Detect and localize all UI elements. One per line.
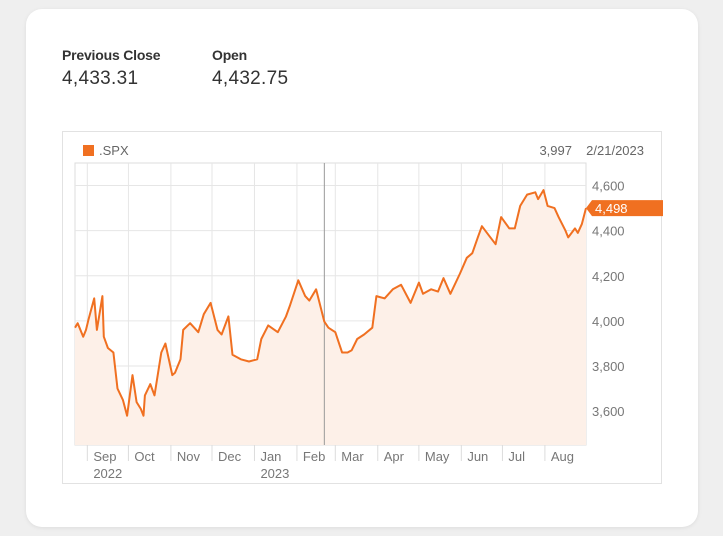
open-stat: Open 4,432.75 bbox=[212, 47, 288, 90]
x-tick-label: Jul bbox=[508, 449, 525, 464]
y-tick-label: 4,400 bbox=[592, 224, 625, 239]
previous-close-value: 4,433.31 bbox=[62, 68, 139, 89]
x-tick-label: Feb bbox=[303, 449, 325, 464]
x-tick-label: Apr bbox=[384, 449, 405, 464]
x-tick-label: Oct bbox=[134, 449, 155, 464]
x-tick-label: Jan bbox=[260, 449, 281, 464]
open-label: Open bbox=[212, 47, 247, 63]
last-value-label: 4,498 bbox=[595, 201, 628, 216]
x-tick-year-label: 2023 bbox=[260, 466, 289, 481]
previous-close-label: Previous Close bbox=[62, 47, 161, 63]
x-tick-label: Nov bbox=[177, 449, 201, 464]
y-tick-label: 4,200 bbox=[592, 269, 625, 284]
series-line-spx bbox=[74, 189, 587, 417]
y-tick-label: 4,000 bbox=[592, 314, 625, 329]
x-tick-label: Jun bbox=[467, 449, 488, 464]
legend-label-spx: .SPX bbox=[99, 143, 129, 158]
x-tick-label: May bbox=[425, 449, 450, 464]
previous-close-stat: Previous Close 4,433.31 bbox=[62, 47, 161, 90]
x-axis: Sep 2022 Oct Nov Dec Jan 2023 Feb Mar Apr May Jun Ju… bbox=[93, 449, 574, 481]
last-value-tag: 4,498 bbox=[586, 200, 663, 217]
open-value: 4,432.75 bbox=[212, 68, 289, 89]
legend-swatch-spx bbox=[83, 145, 94, 156]
hover-value-readout: 3,997 bbox=[539, 143, 572, 158]
y-axis: 3,600 3,800 4,000 4,200 4,400 4,600 bbox=[592, 179, 625, 420]
last-value-tag-shape bbox=[586, 200, 663, 217]
y-tick-label: 3,600 bbox=[592, 404, 625, 419]
hover-date-readout: 2/21/2023 bbox=[586, 143, 644, 158]
series-area-spx bbox=[75, 190, 586, 445]
price-chart-svg[interactable]: 3,600 3,800 4,000 4,200 4,400 4,600 Sep 2022 Oc… bbox=[63, 132, 663, 485]
y-tick-label: 3,800 bbox=[592, 359, 625, 374]
x-tick-year-label: 2022 bbox=[93, 466, 122, 481]
x-tick-label: Aug bbox=[551, 449, 574, 464]
y-tick-label: 4,600 bbox=[592, 179, 625, 194]
price-chart[interactable]: 3,600 3,800 4,000 4,200 4,400 4,600 Sep 2022 Oc… bbox=[62, 131, 663, 485]
x-tick-label: Dec bbox=[218, 449, 242, 464]
x-tick-label: Sep bbox=[93, 449, 116, 464]
x-tick-label: Mar bbox=[341, 449, 364, 464]
